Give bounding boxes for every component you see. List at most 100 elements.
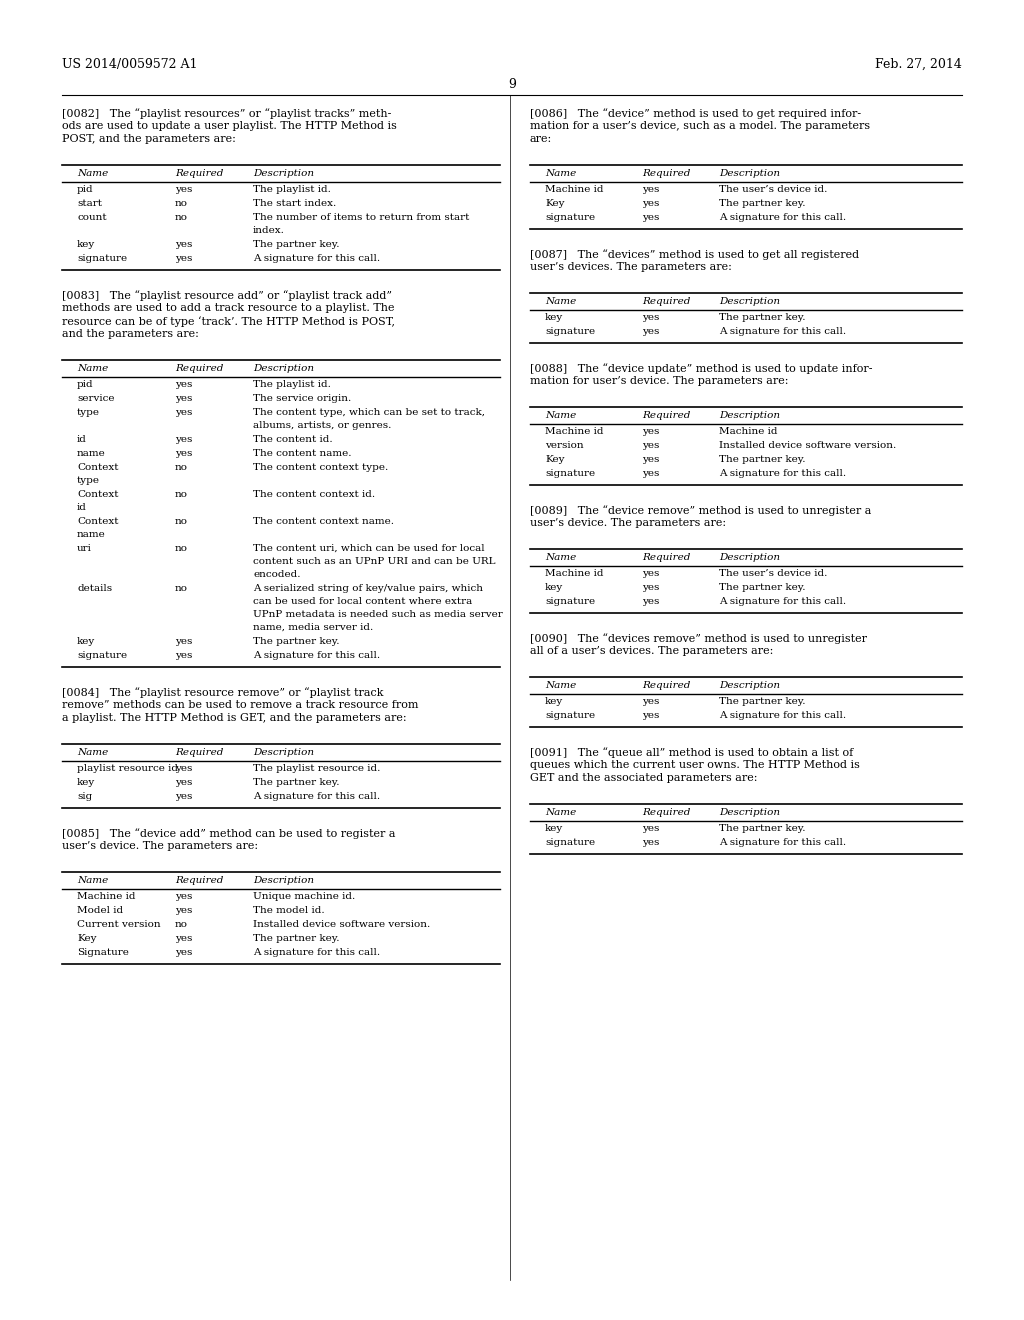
Text: yes: yes <box>175 240 193 249</box>
Text: A signature for this call.: A signature for this call. <box>719 327 846 337</box>
Text: id: id <box>77 503 87 512</box>
Text: Name: Name <box>545 553 577 562</box>
Text: yes: yes <box>175 892 193 902</box>
Text: yes: yes <box>175 436 193 444</box>
Text: Context: Context <box>77 517 119 525</box>
Text: yes: yes <box>642 697 659 706</box>
Text: Machine id: Machine id <box>545 426 603 436</box>
Text: Required: Required <box>642 297 690 306</box>
Text: Required: Required <box>175 748 223 756</box>
Text: Name: Name <box>545 681 577 690</box>
Text: Name: Name <box>545 297 577 306</box>
Text: no: no <box>175 199 188 209</box>
Text: no: no <box>175 920 188 929</box>
Text: [0082]   The “playlist resources” or “playlist tracks” meth-: [0082] The “playlist resources” or “play… <box>62 108 391 119</box>
Text: key: key <box>77 638 95 645</box>
Text: Required: Required <box>642 169 690 178</box>
Text: yes: yes <box>175 777 193 787</box>
Text: all of a user’s devices. The parameters are:: all of a user’s devices. The parameters … <box>530 645 773 656</box>
Text: encoded.: encoded. <box>253 570 300 579</box>
Text: The partner key.: The partner key. <box>253 240 340 249</box>
Text: yes: yes <box>175 449 193 458</box>
Text: a playlist. The HTTP Method is GET, and the parameters are:: a playlist. The HTTP Method is GET, and … <box>62 713 407 723</box>
Text: signature: signature <box>545 838 595 847</box>
Text: The content type, which can be set to track,: The content type, which can be set to tr… <box>253 408 485 417</box>
Text: 9: 9 <box>508 78 516 91</box>
Text: user’s device. The parameters are:: user’s device. The parameters are: <box>530 517 726 528</box>
Text: type: type <box>77 408 100 417</box>
Text: A signature for this call.: A signature for this call. <box>719 838 846 847</box>
Text: Name: Name <box>545 411 577 420</box>
Text: Machine id: Machine id <box>719 426 777 436</box>
Text: methods are used to add a track resource to a playlist. The: methods are used to add a track resource… <box>62 304 394 313</box>
Text: [0087]   The “devices” method is used to get all registered: [0087] The “devices” method is used to g… <box>530 249 859 260</box>
Text: Required: Required <box>642 411 690 420</box>
Text: A signature for this call.: A signature for this call. <box>719 597 846 606</box>
Text: yes: yes <box>642 597 659 606</box>
Text: The partner key.: The partner key. <box>719 455 806 465</box>
Text: yes: yes <box>642 455 659 465</box>
Text: A signature for this call.: A signature for this call. <box>719 213 846 222</box>
Text: key: key <box>545 824 563 833</box>
Text: name: name <box>77 531 105 539</box>
Text: mation for user’s device. The parameters are:: mation for user’s device. The parameters… <box>530 376 788 385</box>
Text: mation for a user’s device, such as a model. The parameters: mation for a user’s device, such as a mo… <box>530 121 870 131</box>
Text: The partner key.: The partner key. <box>719 697 806 706</box>
Text: Description: Description <box>253 876 314 884</box>
Text: no: no <box>175 583 188 593</box>
Text: Description: Description <box>253 169 314 178</box>
Text: Context: Context <box>77 490 119 499</box>
Text: A signature for this call.: A signature for this call. <box>253 253 380 263</box>
Text: yes: yes <box>642 327 659 337</box>
Text: user’s device. The parameters are:: user’s device. The parameters are: <box>62 841 258 851</box>
Text: The playlist resource id.: The playlist resource id. <box>253 764 380 774</box>
Text: The content uri, which can be used for local: The content uri, which can be used for l… <box>253 544 484 553</box>
Text: content such as an UPnP URI and can be URL: content such as an UPnP URI and can be U… <box>253 557 496 566</box>
Text: The content context type.: The content context type. <box>253 463 388 473</box>
Text: The partner key.: The partner key. <box>253 777 340 787</box>
Text: Description: Description <box>719 681 780 690</box>
Text: The number of items to return from start: The number of items to return from start <box>253 213 469 222</box>
Text: The partner key.: The partner key. <box>253 935 340 942</box>
Text: albums, artists, or genres.: albums, artists, or genres. <box>253 421 391 430</box>
Text: Name: Name <box>77 748 109 756</box>
Text: [0083]   The “playlist resource add” or “playlist track add”: [0083] The “playlist resource add” or “p… <box>62 290 392 301</box>
Text: resource can be of type ‘track’. The HTTP Method is POST,: resource can be of type ‘track’. The HTT… <box>62 315 395 327</box>
Text: yes: yes <box>642 441 659 450</box>
Text: ods are used to update a user playlist. The HTTP Method is: ods are used to update a user playlist. … <box>62 121 397 131</box>
Text: The playlist id.: The playlist id. <box>253 185 331 194</box>
Text: yes: yes <box>642 469 659 478</box>
Text: A signature for this call.: A signature for this call. <box>253 948 380 957</box>
Text: The playlist id.: The playlist id. <box>253 380 331 389</box>
Text: The user’s device id.: The user’s device id. <box>719 569 827 578</box>
Text: The model id.: The model id. <box>253 906 325 915</box>
Text: Name: Name <box>545 169 577 178</box>
Text: [0089]   The “device remove” method is used to unregister a: [0089] The “device remove” method is use… <box>530 506 871 516</box>
Text: details: details <box>77 583 112 593</box>
Text: name, media server id.: name, media server id. <box>253 623 374 632</box>
Text: uri: uri <box>77 544 92 553</box>
Text: GET and the associated parameters are:: GET and the associated parameters are: <box>530 774 758 783</box>
Text: Description: Description <box>719 169 780 178</box>
Text: playlist resource id: playlist resource id <box>77 764 178 774</box>
Text: Name: Name <box>545 808 577 817</box>
Text: queues which the current user owns. The HTTP Method is: queues which the current user owns. The … <box>530 760 860 770</box>
Text: yes: yes <box>642 199 659 209</box>
Text: name: name <box>77 449 105 458</box>
Text: Description: Description <box>719 808 780 817</box>
Text: Description: Description <box>253 364 314 374</box>
Text: no: no <box>175 544 188 553</box>
Text: type: type <box>77 477 100 484</box>
Text: US 2014/0059572 A1: US 2014/0059572 A1 <box>62 58 198 71</box>
Text: id: id <box>77 436 87 444</box>
Text: no: no <box>175 213 188 222</box>
Text: no: no <box>175 490 188 499</box>
Text: Required: Required <box>642 681 690 690</box>
Text: signature: signature <box>77 651 127 660</box>
Text: yes: yes <box>642 213 659 222</box>
Text: [0086]   The “device” method is used to get required infor-: [0086] The “device” method is used to ge… <box>530 108 861 119</box>
Text: Machine id: Machine id <box>545 569 603 578</box>
Text: UPnP metadata is needed such as media server: UPnP metadata is needed such as media se… <box>253 610 503 619</box>
Text: yes: yes <box>642 838 659 847</box>
Text: A signature for this call.: A signature for this call. <box>253 651 380 660</box>
